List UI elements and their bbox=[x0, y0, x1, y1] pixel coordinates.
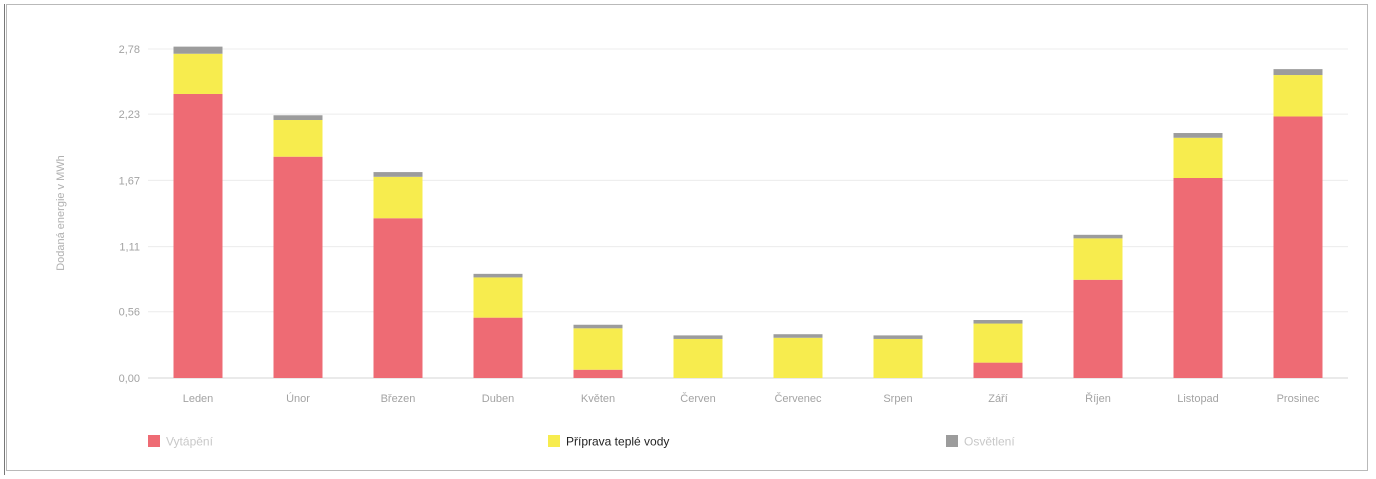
x-tick-label: Srpen bbox=[883, 393, 912, 405]
x-tick-label: Červenec bbox=[774, 392, 822, 405]
legend: Vytápění Příprava teplé vody Osvětlení bbox=[148, 435, 1015, 449]
bar-segment bbox=[573, 369, 623, 378]
y-tick-label: 1,67 bbox=[119, 175, 140, 187]
bar-segment bbox=[473, 317, 523, 378]
bar-segment bbox=[873, 335, 923, 339]
legend-swatch bbox=[148, 435, 160, 447]
bar-segment bbox=[873, 338, 923, 378]
bar-segment bbox=[1073, 279, 1123, 378]
y-tick-label: 1,11 bbox=[119, 242, 140, 254]
bar-segment bbox=[473, 277, 523, 318]
bar-segment bbox=[1273, 116, 1323, 378]
legend-label: Osvětlení bbox=[964, 435, 1015, 449]
x-tick-label: Únor bbox=[286, 392, 310, 405]
bar-segment bbox=[573, 324, 623, 329]
y-tick-labels: 0,00 0,56 1,11 1,67 2,23 2,78 bbox=[119, 44, 140, 385]
bar-segment bbox=[373, 218, 423, 378]
bar-segment bbox=[373, 172, 423, 177]
legend-label: Vytápění bbox=[166, 435, 214, 449]
bar-segment bbox=[173, 53, 223, 94]
x-tick-label: Květen bbox=[581, 393, 615, 405]
x-tick-label: Březen bbox=[381, 393, 416, 405]
x-tick-label: Listopad bbox=[1177, 393, 1219, 405]
legend-item: Vytápění bbox=[148, 435, 214, 449]
bar-segment bbox=[273, 156, 323, 378]
bar-segment bbox=[573, 328, 623, 370]
y-tick-label: 2,23 bbox=[119, 109, 140, 121]
bar-segment bbox=[673, 335, 723, 339]
x-tick-label: Duben bbox=[482, 393, 514, 405]
bar-segment bbox=[1273, 75, 1323, 117]
bar-segment bbox=[673, 338, 723, 378]
bar-segment bbox=[1073, 234, 1123, 239]
bar-segment bbox=[773, 334, 823, 338]
bar-segment bbox=[973, 323, 1023, 363]
legend-label: Příprava teplé vody bbox=[566, 435, 669, 449]
chart-frame bbox=[6, 4, 1368, 471]
bar-segment bbox=[473, 273, 523, 278]
bar-segment bbox=[173, 93, 223, 378]
bar-segment bbox=[973, 320, 1023, 324]
x-tick-label: Červen bbox=[680, 392, 715, 405]
bar-segment bbox=[373, 176, 423, 219]
legend-item: Příprava teplé vody bbox=[548, 435, 669, 449]
x-tick-labels: Leden Únor Březen Duben Květen Červen Červenec… bbox=[183, 392, 1320, 405]
x-tick-label: Říjen bbox=[1085, 392, 1111, 405]
bar-segment bbox=[1173, 133, 1223, 138]
y-axis-label: Dodaná energie v MWh bbox=[55, 155, 67, 271]
bars bbox=[173, 46, 1323, 378]
legend-item: Osvětlení bbox=[946, 435, 1015, 449]
x-tick-label: Prosinec bbox=[1277, 393, 1320, 405]
x-tick-label: Září bbox=[988, 393, 1008, 405]
legend-swatch bbox=[548, 435, 560, 447]
bar-segment bbox=[1173, 137, 1223, 178]
bar-segment bbox=[1173, 177, 1223, 378]
y-tick-label: 0,56 bbox=[119, 307, 140, 319]
bar-segment bbox=[273, 120, 323, 157]
bar-segment bbox=[773, 337, 823, 378]
gridlines bbox=[148, 48, 1348, 379]
bar-segment bbox=[973, 362, 1023, 378]
y-tick-label: 0,00 bbox=[119, 373, 140, 385]
bar-segment bbox=[1273, 69, 1323, 76]
bar-segment bbox=[1073, 238, 1123, 280]
frame-left-rule bbox=[4, 4, 5, 475]
y-tick-label: 2,78 bbox=[119, 44, 140, 56]
legend-swatch bbox=[946, 435, 958, 447]
x-tick-label: Leden bbox=[183, 393, 214, 405]
bar-segment bbox=[173, 46, 223, 54]
bar-segment bbox=[273, 115, 323, 121]
